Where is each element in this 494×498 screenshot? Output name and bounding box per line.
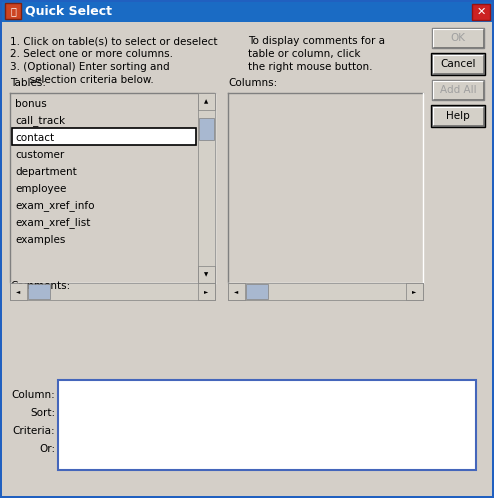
Text: exam_xref_list: exam_xref_list [15,217,90,228]
Text: Sort:: Sort: [30,408,55,418]
Bar [228,283,245,300]
Bar [431,53,485,75]
Text: 3. (Optional) Enter sorting and: 3. (Optional) Enter sorting and [10,62,169,72]
Text: Or:: Or: [39,444,55,454]
Text: ►: ► [205,289,208,294]
Bar [58,380,476,470]
Text: Help: Help [446,111,470,121]
Bar [198,283,215,300]
Text: Cancel: Cancel [440,59,476,69]
Bar [28,284,50,299]
Text: Quick Select: Quick Select [25,4,112,17]
Bar [198,266,215,283]
Bar [246,284,268,299]
Bar [229,94,422,282]
Bar [5,3,21,19]
Bar [406,283,423,300]
Text: 2. Select one or more columns.: 2. Select one or more columns. [10,49,173,59]
Text: Tables:: Tables: [10,78,46,88]
Text: employee: employee [15,183,66,194]
Bar [432,80,484,100]
Text: ►: ► [412,289,416,294]
Text: OK: OK [451,33,465,43]
Text: call_track: call_track [15,115,65,126]
Text: ▼: ▼ [205,272,208,277]
Text: ◄: ◄ [16,289,21,294]
Bar [228,283,423,300]
Text: contact: contact [15,132,54,142]
Bar [10,283,215,300]
Bar [10,93,215,283]
Text: customer: customer [15,149,64,159]
Text: exam_xref_info: exam_xref_info [15,200,94,211]
Text: Columns:: Columns: [228,78,277,88]
Bar [11,94,214,282]
Bar [198,93,215,283]
Bar [10,283,27,300]
Bar [199,118,214,140]
Bar [432,54,484,74]
Bar [228,93,423,283]
Text: department: department [15,166,77,176]
Bar [431,105,485,127]
Text: 🖥: 🖥 [10,6,16,16]
Text: the right mouse button.: the right mouse button. [248,62,372,72]
Bar [432,80,484,100]
Bar [12,128,196,145]
Text: ▲: ▲ [205,99,208,104]
Bar [2,2,492,22]
Text: examples: examples [15,235,65,245]
Text: ✕: ✕ [476,7,486,17]
Bar [432,28,484,48]
Bar [432,28,484,48]
Text: Add All: Add All [440,85,476,95]
Text: Column:: Column: [11,390,55,400]
Text: Comments:: Comments: [10,281,70,291]
Text: table or column, click: table or column, click [248,49,361,59]
Bar [432,106,484,126]
Text: To display comments for a: To display comments for a [248,36,385,46]
Text: selection criteria below.: selection criteria below. [10,75,154,85]
Bar [472,4,490,20]
Bar [432,106,484,126]
Text: 1. Click on table(s) to select or deselect: 1. Click on table(s) to select or desele… [10,36,217,46]
Text: bonus: bonus [15,99,47,109]
Text: Criteria:: Criteria: [12,426,55,436]
Text: ◄: ◄ [234,289,239,294]
Bar [432,54,484,74]
Bar [198,93,215,110]
